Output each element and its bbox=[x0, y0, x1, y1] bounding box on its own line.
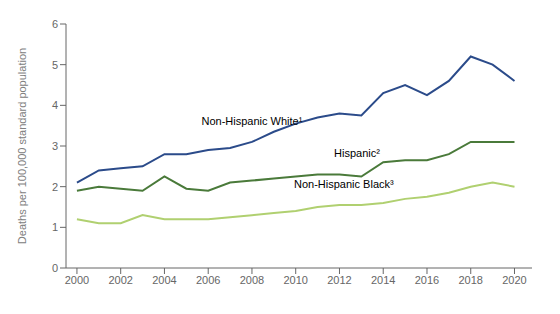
svg-text:2008: 2008 bbox=[240, 274, 264, 286]
svg-text:Deaths per 100,000 standard po: Deaths per 100,000 standard population bbox=[16, 48, 28, 244]
svg-text:1: 1 bbox=[52, 221, 58, 233]
svg-text:5: 5 bbox=[52, 59, 58, 71]
svg-text:3: 3 bbox=[52, 140, 58, 152]
svg-text:2004: 2004 bbox=[152, 274, 176, 286]
svg-text:2002: 2002 bbox=[108, 274, 132, 286]
svg-text:Non-Hispanic White¹: Non-Hispanic White¹ bbox=[202, 115, 303, 127]
svg-text:2006: 2006 bbox=[196, 274, 220, 286]
svg-text:Non-Hispanic Black³: Non-Hispanic Black³ bbox=[294, 178, 394, 190]
svg-text:2020: 2020 bbox=[502, 274, 526, 286]
svg-text:2012: 2012 bbox=[327, 274, 351, 286]
svg-text:4: 4 bbox=[52, 99, 58, 111]
svg-text:2010: 2010 bbox=[283, 274, 307, 286]
svg-text:2018: 2018 bbox=[458, 274, 482, 286]
svg-text:2: 2 bbox=[52, 181, 58, 193]
svg-text:2014: 2014 bbox=[371, 274, 395, 286]
svg-text:2016: 2016 bbox=[415, 274, 439, 286]
svg-text:0: 0 bbox=[52, 262, 58, 274]
svg-text:6: 6 bbox=[52, 18, 58, 30]
svg-text:Hispanic²: Hispanic² bbox=[334, 147, 380, 159]
svg-text:2000: 2000 bbox=[65, 274, 89, 286]
